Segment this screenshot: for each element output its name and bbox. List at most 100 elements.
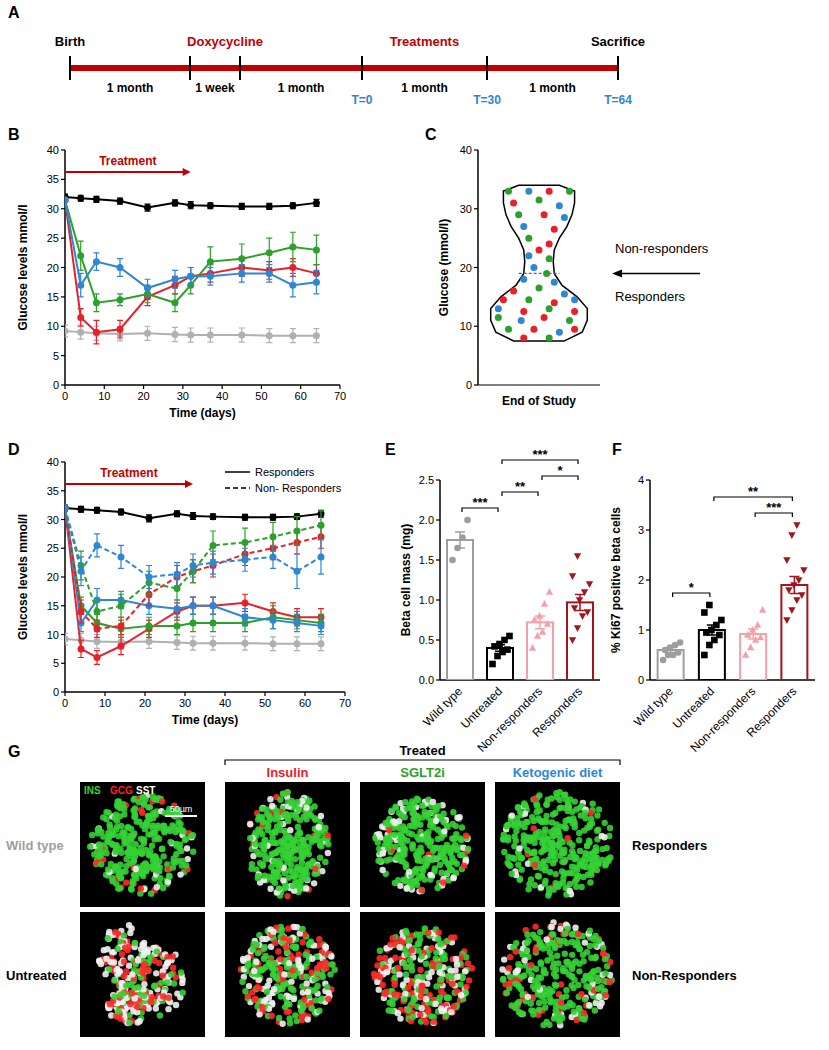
cell: [132, 866, 138, 872]
x-tick-label: Non-responders: [474, 684, 545, 755]
y-tick-label: 1.0: [419, 594, 434, 606]
cell: [294, 864, 300, 870]
cell: [153, 857, 159, 863]
y-tick-label: 40: [47, 144, 59, 156]
point: [529, 644, 536, 651]
significance-label: *: [557, 463, 563, 478]
cell: [96, 958, 102, 964]
cell: [138, 885, 144, 891]
cell: [261, 842, 267, 848]
timeline-tick: [69, 56, 71, 80]
point: [174, 510, 181, 517]
arrow-head: [183, 168, 191, 176]
cell: [458, 837, 464, 843]
point: [207, 273, 214, 280]
cell: [130, 1008, 136, 1014]
point: [289, 202, 296, 209]
point: [94, 638, 101, 645]
timeline-event: Sacrifice: [591, 34, 645, 49]
y-axis-label: Glucose (mmol/l): [437, 219, 451, 316]
cell: [418, 887, 424, 893]
cell: [134, 1003, 140, 1009]
point: [520, 223, 527, 230]
y-tick-label: 40: [47, 456, 59, 468]
error-bar: [118, 545, 124, 568]
y-tick: [61, 490, 65, 491]
cell: [255, 875, 261, 881]
point: [117, 296, 124, 303]
y-tick-label: 5: [53, 657, 59, 669]
y-tick-label: 3: [638, 524, 644, 536]
cell: [170, 953, 176, 959]
cell: [531, 818, 537, 824]
error-bar: [94, 651, 100, 665]
cell: [402, 846, 408, 852]
timeline-timepoint: T=64: [604, 93, 632, 107]
cell: [277, 860, 283, 866]
point: [174, 571, 181, 578]
panel-letter: G: [8, 743, 20, 760]
point: [77, 314, 84, 321]
error-bar: [313, 199, 319, 206]
point: [270, 533, 277, 540]
cell: [252, 841, 258, 847]
point: [118, 602, 125, 609]
cell: [404, 885, 410, 891]
x-tick-label: 60: [295, 390, 307, 402]
cell: [433, 856, 439, 862]
point: [793, 597, 800, 604]
cell: [459, 824, 465, 830]
cell: [103, 809, 109, 815]
legend-line: [225, 471, 250, 473]
cell: [316, 824, 322, 830]
error-bar: [145, 204, 151, 211]
y-tick-label: 10: [47, 320, 59, 332]
y-tick-label: 30: [47, 514, 59, 526]
cell: [398, 858, 404, 864]
cell: [103, 955, 109, 961]
point: [118, 643, 125, 650]
panel-letter: E: [385, 441, 396, 458]
cell: [318, 813, 324, 819]
cell: [425, 814, 431, 820]
point: [584, 609, 591, 616]
cell: [149, 842, 155, 848]
cell: [290, 883, 296, 889]
point: [207, 258, 214, 265]
cell: [118, 850, 124, 856]
point: [78, 506, 85, 513]
cell: [463, 833, 469, 839]
cell: [286, 834, 292, 840]
cell: [402, 827, 408, 833]
y-tick: [61, 296, 65, 297]
cell: [298, 874, 304, 880]
cell: [135, 849, 141, 855]
cell: [322, 859, 328, 865]
figure: ABCDEFGBirthDoxycyclineTreatmentsSacrifi…: [0, 0, 829, 1050]
point: [546, 305, 553, 312]
point: [495, 314, 502, 321]
point: [510, 199, 517, 206]
y-tick: [61, 326, 65, 327]
timeline-duration: 1 week: [195, 81, 235, 95]
cell: [380, 850, 386, 856]
point: [187, 202, 194, 209]
point: [551, 299, 558, 306]
annotation: Non-responders: [615, 241, 709, 256]
cell: [139, 969, 145, 975]
error-bar: [174, 563, 180, 586]
cell: [294, 799, 300, 805]
cell: [113, 849, 119, 855]
point: [313, 279, 320, 286]
point: [266, 332, 273, 339]
point: [146, 574, 153, 581]
error-bar: [242, 514, 248, 520]
point: [520, 335, 527, 342]
point: [518, 317, 525, 324]
point: [289, 264, 296, 271]
y-axis: [439, 480, 441, 680]
x-axis: [478, 385, 600, 386]
cell: [125, 824, 131, 830]
error-bar: [172, 200, 178, 206]
cell: [395, 852, 401, 858]
